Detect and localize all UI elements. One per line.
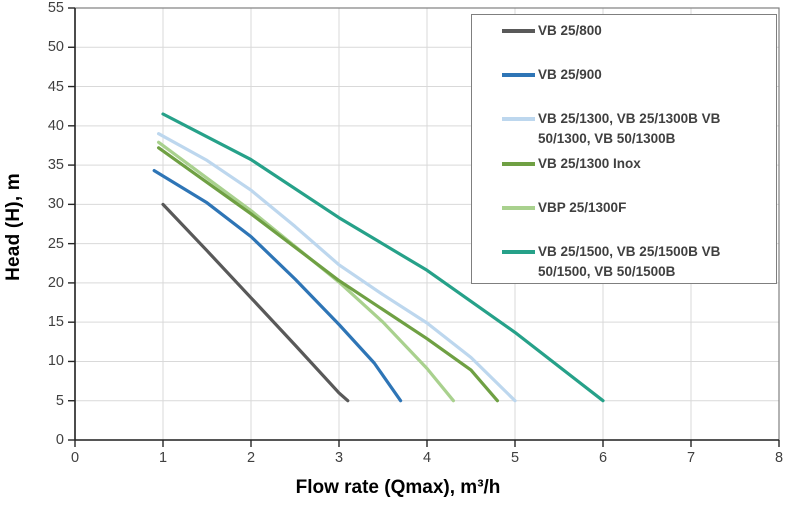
series-line-1 bbox=[152, 169, 403, 403]
legend: VB 25/800 VB 25/900 VB 25/1300, VB 25/1300… bbox=[471, 14, 777, 284]
x-tick-label: 7 bbox=[686, 450, 696, 466]
y-tick-label: 40 bbox=[47, 117, 64, 134]
legend-entry: VB 25/1300 Inox bbox=[472, 154, 776, 174]
y-tick-label: 20 bbox=[47, 274, 64, 291]
y-axis-title: Head (H), m bbox=[3, 173, 24, 281]
y-tick-label: 25 bbox=[47, 235, 64, 252]
series-line-3 bbox=[157, 140, 455, 403]
x-tick-label: 8 bbox=[774, 450, 784, 466]
x-tick-label: 5 bbox=[510, 450, 520, 466]
legend-label: VB 25/1300, VB 25/1300B VB 50/1300, VB 5… bbox=[538, 111, 721, 146]
legend-entry: VB 25/900 bbox=[472, 65, 776, 85]
legend-label: VB 25/900 bbox=[538, 67, 602, 82]
y-tick-label: 10 bbox=[47, 353, 64, 370]
series-line-2 bbox=[157, 132, 517, 403]
x-tick-label: 0 bbox=[70, 450, 80, 466]
y-tick-label: 30 bbox=[47, 196, 64, 213]
y-tick-label: 55 bbox=[47, 0, 64, 16]
legend-line-swatch bbox=[502, 206, 535, 210]
legend-line-swatch bbox=[502, 117, 535, 121]
legend-entry: VB 25/800 bbox=[472, 21, 776, 41]
y-tick-label: 15 bbox=[47, 314, 64, 331]
y-tick-label: 0 bbox=[55, 432, 64, 448]
x-tick-label: 2 bbox=[246, 450, 256, 466]
legend-line-swatch bbox=[502, 162, 535, 166]
legend-entry: VBP 25/1300F bbox=[472, 198, 776, 218]
legend-entry: VB 25/1300, VB 25/1300B VB 50/1300, VB 5… bbox=[472, 109, 776, 149]
x-tick-label: 4 bbox=[422, 450, 432, 466]
y-tick-label: 50 bbox=[47, 39, 64, 56]
legend-line-swatch bbox=[502, 250, 535, 254]
series-line-5 bbox=[161, 112, 605, 403]
x-tick-label: 6 bbox=[598, 450, 608, 466]
y-tick-label: 45 bbox=[47, 78, 64, 95]
series-line-0 bbox=[161, 202, 350, 403]
legend-label: VBP 25/1300F bbox=[538, 200, 627, 215]
y-tick-label: 35 bbox=[47, 157, 64, 174]
legend-line-swatch bbox=[502, 73, 535, 77]
legend-entry: VB 25/1500, VB 25/1500B VB 50/1500, VB 5… bbox=[472, 242, 776, 282]
y-tick-label: 5 bbox=[55, 392, 64, 409]
x-tick-label: 1 bbox=[158, 450, 168, 466]
x-axis-title: Flow rate (Qmax), m³/h bbox=[295, 477, 501, 498]
legend-label: VB 25/1300 Inox bbox=[538, 156, 641, 171]
series-line-4 bbox=[157, 146, 499, 403]
x-tick-label: 3 bbox=[334, 450, 344, 466]
legend-label: VB 25/1500, VB 25/1500B VB 50/1500, VB 5… bbox=[538, 244, 721, 279]
legend-line-swatch bbox=[502, 29, 535, 33]
legend-label: VB 25/800 bbox=[538, 23, 602, 38]
